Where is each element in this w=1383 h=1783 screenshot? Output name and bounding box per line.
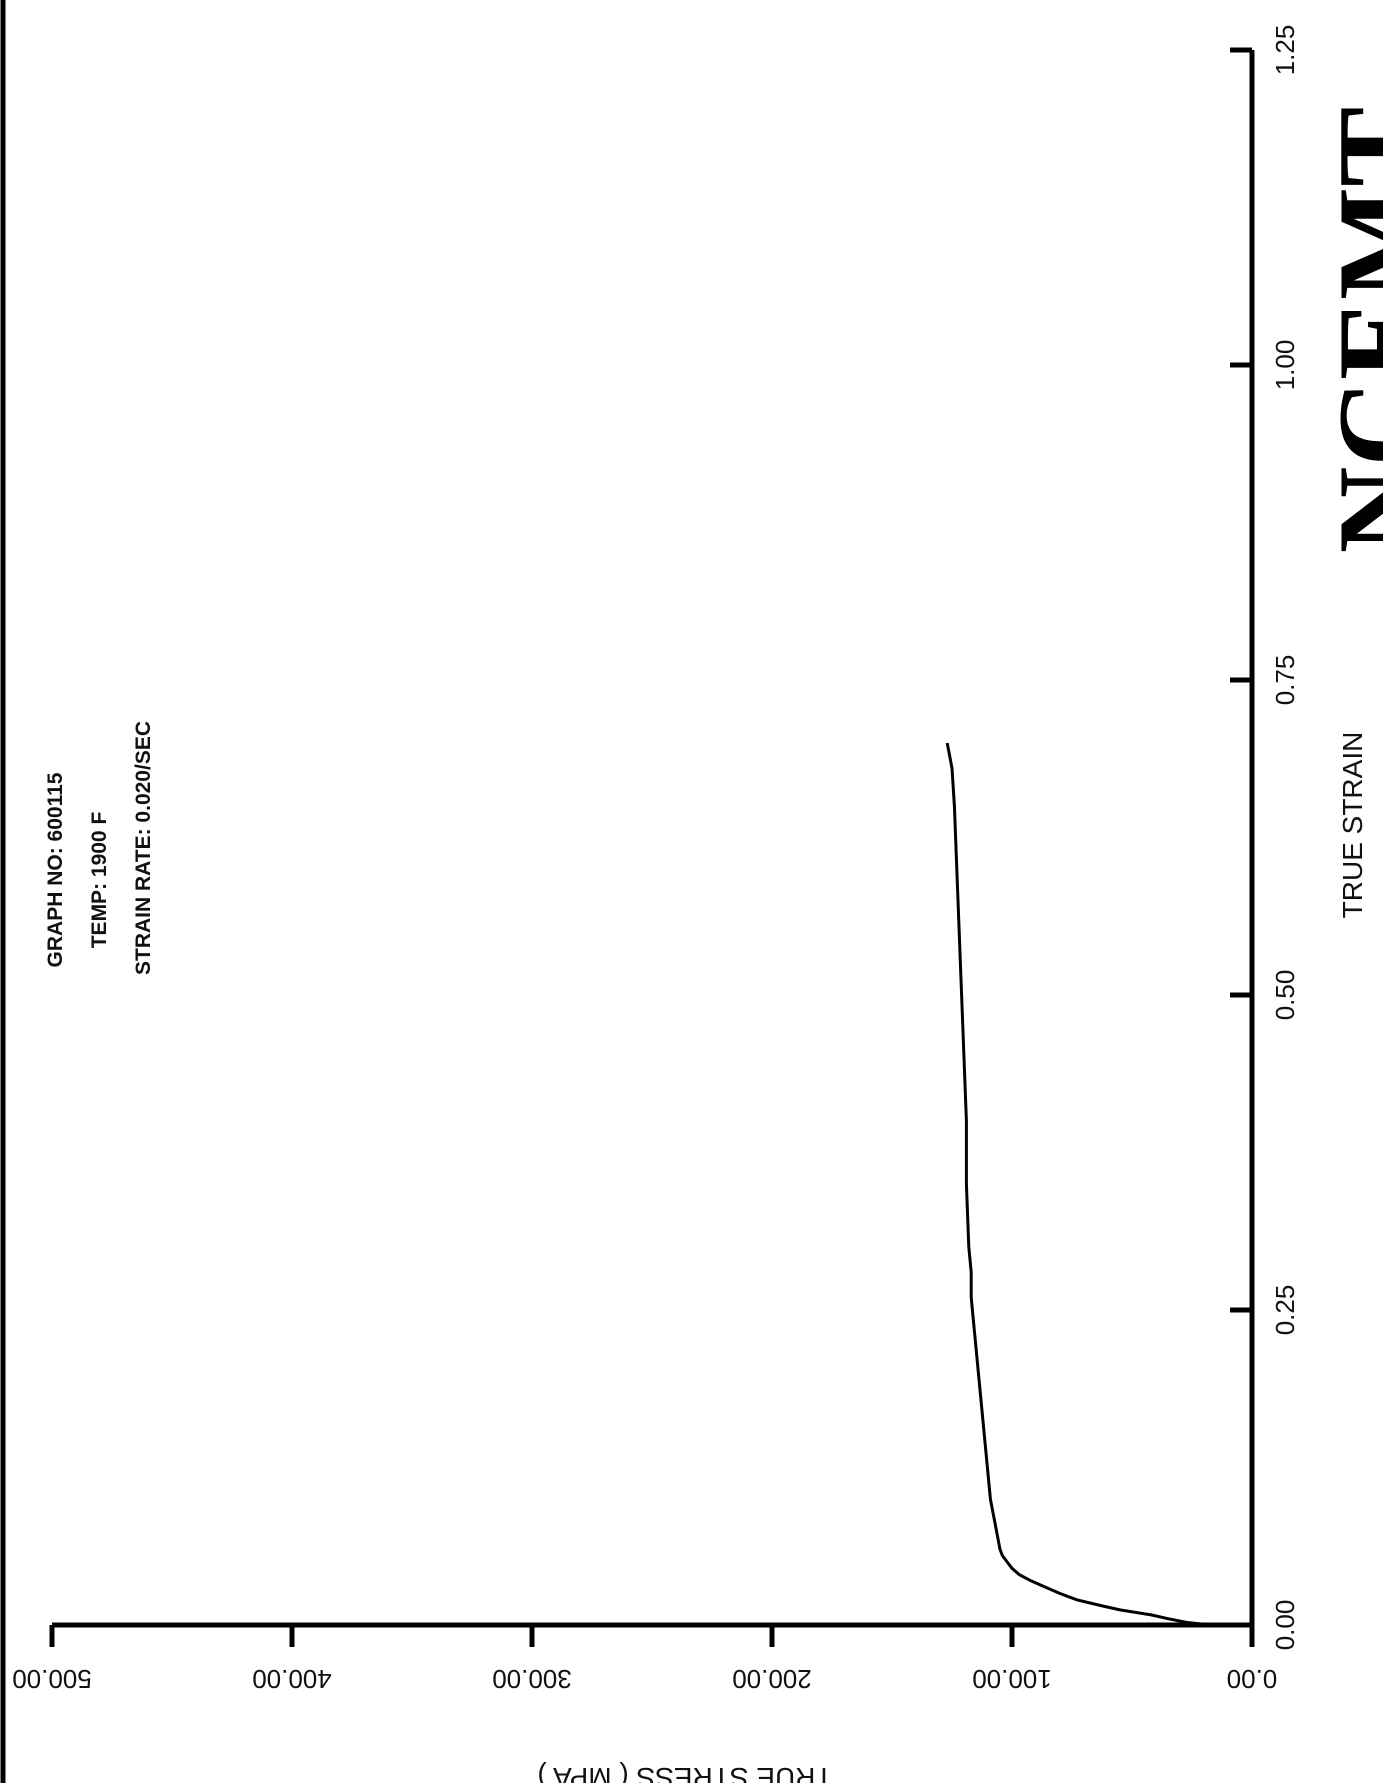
stamp-lettering: NCEMT bbox=[1313, 107, 1383, 554]
y-tick-label: 200.00 bbox=[732, 1664, 812, 1694]
x-tick-label: 1.25 bbox=[1270, 25, 1300, 76]
x-tick-label: 0.75 bbox=[1270, 655, 1300, 706]
y-tick-label: 0.00 bbox=[1227, 1664, 1278, 1694]
series-line bbox=[945, 742, 1212, 1627]
x-tick-label: 0.25 bbox=[1270, 1285, 1300, 1336]
x-tick-label: 0.50 bbox=[1270, 970, 1300, 1021]
y-tick-label: 400.00 bbox=[252, 1664, 332, 1694]
annotation-graph-no: GRAPH NO: 600115 bbox=[44, 772, 67, 967]
x-ticks: 0.00 0.25 0.50 0.75 1.00 1.25 bbox=[1230, 25, 1300, 1651]
y-tick-label: 500.00 bbox=[12, 1664, 92, 1694]
y-axis-title: TRUE STRESS ( MPA ) bbox=[537, 1762, 832, 1783]
y-ticks: 0.00 100.00 200.00 300.00 400.00 500.00 bbox=[12, 1625, 1277, 1694]
y-tick-label: 100.00 bbox=[972, 1664, 1052, 1694]
x-tick-label: 0.00 bbox=[1270, 1600, 1300, 1651]
x-tick-label: 1.00 bbox=[1270, 340, 1300, 391]
y-tick-label: 300.00 bbox=[492, 1664, 572, 1694]
annotation-temp: TEMP: 1900 F bbox=[88, 812, 111, 949]
x-axis-title: TRUE STRAIN bbox=[1337, 732, 1368, 919]
annotation-strain-rate: STRAIN RATE: 0.020/SEC bbox=[132, 721, 155, 975]
